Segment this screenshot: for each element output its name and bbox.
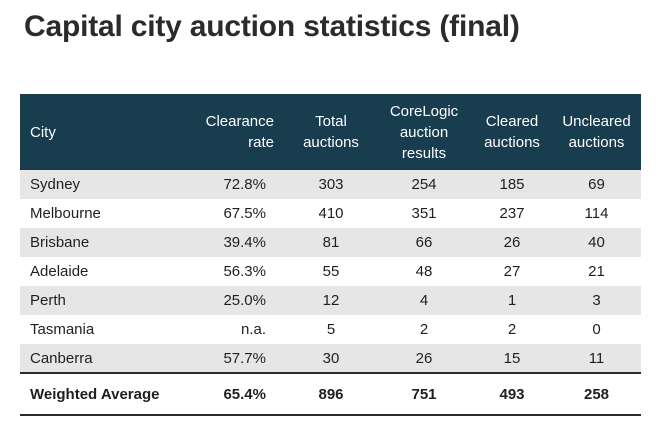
cell-cleared: 2 (507, 321, 517, 338)
header-cleared-auctions: Cleared auctions (472, 94, 552, 170)
cell-city: Melbourne (30, 205, 101, 222)
cell-corelogic-results: 351 (411, 205, 437, 222)
header-uncleared-line1: Uncleared (562, 113, 631, 130)
cell-city: Brisbane (30, 234, 90, 251)
cell-clearance-rate: n.a. (240, 321, 266, 338)
table-row: Sydney 72.8% 303 254 185 69 (20, 170, 641, 199)
cell-corelogic-results: 48 (415, 263, 433, 280)
cell-city: Perth (30, 292, 66, 309)
table-row: Tasmania n.a. 5 2 2 0 (20, 315, 641, 344)
header-uncleared-line2: auctions (568, 134, 625, 151)
cell-total-auctions: 30 (322, 349, 340, 367)
cell-total-auctions: 410 (318, 205, 344, 222)
table-row: Adelaide 56.3% 55 48 27 21 (20, 257, 641, 286)
footer-label: Weighted Average (30, 385, 160, 403)
weighted-average-row: Weighted Average 65.4% 896 751 493 258 (20, 373, 641, 415)
header-city: City (20, 94, 190, 170)
cell-total-auctions: 5 (326, 321, 336, 338)
footer-cleared: 493 (499, 385, 525, 403)
page-title: Capital city auction statistics (final) (24, 10, 520, 43)
header-total-auctions-line2: auctions (303, 134, 359, 151)
cell-cleared: 26 (503, 234, 521, 251)
header-total-auctions: Total auctions (286, 94, 376, 170)
header-total-auctions-line1: Total (315, 113, 347, 130)
cell-corelogic-results: 4 (419, 292, 429, 309)
table-row: Brisbane 39.4% 81 66 26 40 (20, 228, 641, 257)
cell-total-auctions: 55 (322, 263, 340, 280)
auction-stats-table: City Clearance rate Total auctions CoreL… (20, 94, 641, 416)
cell-clearance-rate: 57.7% (223, 349, 266, 367)
header-uncleared-auctions: Uncleared auctions (552, 94, 641, 170)
cell-uncleared: 3 (592, 292, 601, 309)
cell-corelogic-results: 2 (419, 321, 429, 338)
footer-total-auctions: 896 (318, 385, 344, 403)
cell-corelogic-results: 26 (415, 349, 433, 367)
header-corelogic-results: CoreLogic auction results (376, 94, 472, 170)
cell-uncleared: 21 (588, 263, 605, 280)
footer-uncleared: 258 (583, 385, 610, 403)
header-corelogic-line2: auction (399, 123, 449, 141)
cell-clearance-rate: 39.4% (223, 234, 266, 251)
cell-cleared: 185 (499, 176, 525, 193)
cell-uncleared: 0 (592, 321, 601, 338)
cell-cleared: 27 (503, 263, 521, 280)
cell-cleared: 15 (503, 349, 521, 367)
header-corelogic-line1: CoreLogic (389, 102, 459, 120)
cell-uncleared: 40 (588, 234, 605, 251)
cell-city: Adelaide (30, 263, 89, 280)
cell-uncleared: 11 (588, 349, 605, 367)
cell-clearance-rate: 56.3% (223, 263, 266, 280)
cell-cleared: 1 (507, 292, 517, 309)
cell-city: Canberra (30, 349, 93, 367)
header-cleared-line1: Cleared (485, 113, 539, 130)
cell-uncleared: 69 (588, 176, 605, 193)
cell-cleared: 237 (499, 205, 525, 222)
table-header-row: City Clearance rate Total auctions CoreL… (20, 94, 641, 170)
cell-uncleared: 114 (584, 205, 609, 222)
cell-city: Sydney (30, 176, 81, 193)
cell-total-auctions: 12 (322, 292, 340, 309)
table-row: Melbourne 67.5% 410 351 237 114 (20, 199, 641, 228)
footer-clearance-rate: 65.4% (223, 385, 266, 403)
cell-clearance-rate: 25.0% (223, 292, 266, 309)
cell-corelogic-results: 254 (411, 176, 437, 193)
table-row: Canberra 57.7% 30 26 15 11 (20, 344, 641, 373)
header-clearance-rate-line1: Clearance (205, 113, 274, 130)
header-corelogic-line3: results (401, 144, 447, 162)
header-city-label: City (30, 123, 56, 141)
table-row: Perth 25.0% 12 4 1 3 (20, 286, 641, 315)
cell-clearance-rate: 67.5% (223, 205, 266, 222)
cell-total-auctions: 81 (322, 234, 340, 251)
header-cleared-line2: auctions (484, 134, 540, 151)
footer-corelogic-results: 751 (411, 385, 437, 403)
cell-city: Tasmania (30, 321, 95, 338)
header-clearance-rate: Clearance rate (190, 94, 286, 170)
cell-corelogic-results: 66 (415, 234, 433, 251)
cell-total-auctions: 303 (318, 176, 344, 193)
header-clearance-rate-line2: rate (248, 134, 274, 151)
cell-clearance-rate: 72.8% (223, 176, 266, 193)
